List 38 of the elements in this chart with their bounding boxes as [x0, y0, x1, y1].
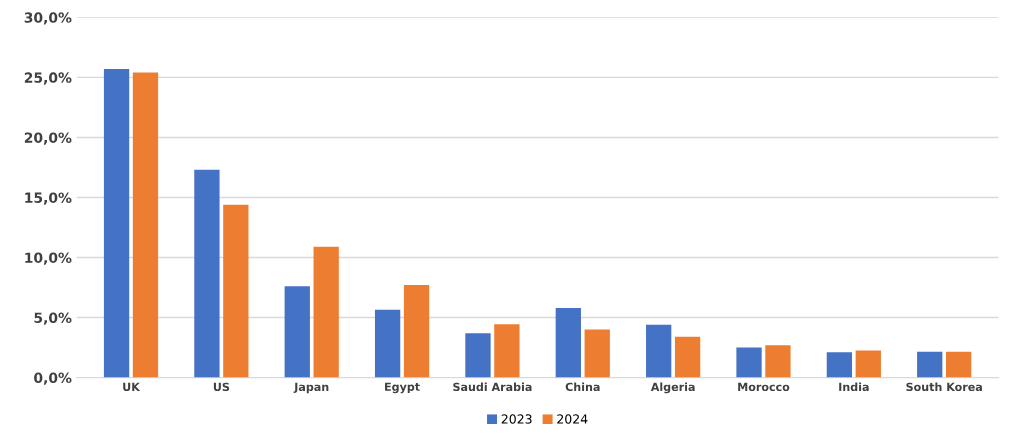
bar: [284, 286, 310, 378]
legend-label: 2024: [557, 414, 588, 424]
y-tick-label: 5,0%: [34, 312, 72, 325]
x-tick-label: UK: [123, 382, 141, 392]
y-tick-label: 25,0%: [24, 72, 72, 85]
legend-label: 2023: [501, 414, 532, 424]
bar: [736, 347, 762, 378]
bar: [103, 68, 130, 378]
bar: [584, 329, 610, 378]
x-tick-label: South Korea: [906, 382, 982, 392]
y-tick-label: 15,0%: [25, 192, 72, 205]
x-tick-label: Algeria: [650, 382, 695, 394]
bar: [465, 333, 491, 378]
x-tick-label: Saudi Arabia: [453, 382, 532, 392]
bar: [826, 352, 853, 378]
y-tick-label: 20,0%: [24, 132, 72, 145]
x-tick-label: US: [213, 382, 230, 392]
bar: [194, 169, 220, 378]
x-tick-label: China: [565, 382, 600, 392]
bar: [494, 324, 520, 378]
bar: [223, 204, 249, 378]
bar: [313, 246, 339, 378]
bar: [403, 285, 430, 378]
y-tick-label: 30,0%: [24, 12, 72, 25]
x-tick-label: India: [839, 382, 869, 392]
bar: [855, 350, 881, 378]
x-tick-label: Japan: [293, 382, 329, 394]
bar: [374, 309, 401, 378]
bar: [946, 351, 972, 378]
y-tick-label: 0,0%: [34, 372, 72, 385]
bar: [765, 345, 791, 378]
bar: [674, 336, 701, 378]
bar: [555, 307, 581, 378]
bar: [646, 324, 672, 378]
x-tick-label: Morocco: [738, 382, 790, 392]
bar: [132, 72, 159, 378]
x-tick-label: Egypt: [385, 382, 420, 394]
y-tick-label: 10,0%: [25, 252, 72, 265]
